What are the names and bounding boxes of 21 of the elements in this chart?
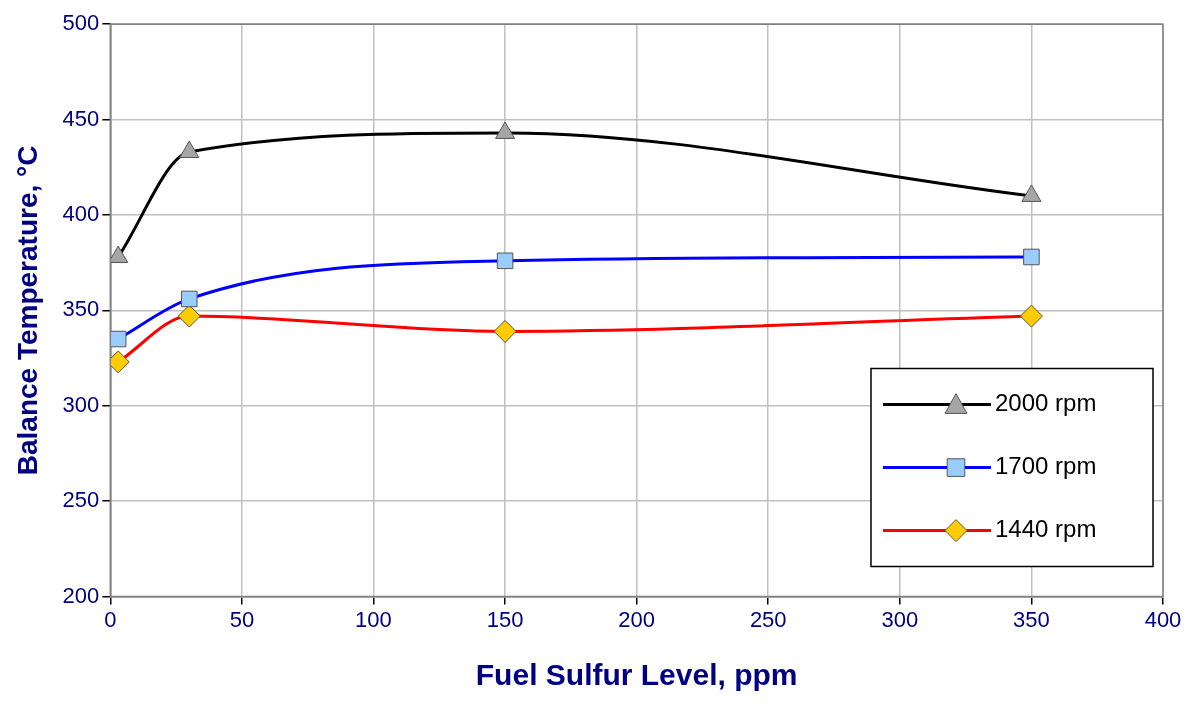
x-axis-title: Fuel Sulfur Level, ppm xyxy=(475,658,798,692)
x-tick-label: 400 xyxy=(1144,606,1182,632)
legend-label: 1700 rpm xyxy=(995,452,1097,480)
legend-label: 2000 rpm xyxy=(995,389,1097,417)
x-tick-label: 100 xyxy=(355,606,392,632)
y-tick-label: 200 xyxy=(62,582,100,608)
x-tick-label: 150 xyxy=(486,606,524,632)
y-tick-label: 350 xyxy=(62,296,100,322)
legend-label: 1440 rpm xyxy=(995,515,1097,543)
y-tick-label: 400 xyxy=(62,201,100,227)
y-tick-label: 300 xyxy=(62,391,100,417)
y-axis-title: Balance Temperature, °C xyxy=(11,145,43,476)
y-tick-label: 450 xyxy=(62,105,100,131)
x-tick-label: 0 xyxy=(104,606,117,632)
x-tick-label: 50 xyxy=(229,606,255,632)
x-tick-label: 300 xyxy=(881,606,919,632)
x-tick-label: 350 xyxy=(1013,606,1050,632)
x-tick-label: 250 xyxy=(749,606,787,632)
x-tick-label: 200 xyxy=(618,606,656,632)
y-tick-label: 250 xyxy=(62,487,100,513)
y-tick-label: 500 xyxy=(62,10,100,36)
